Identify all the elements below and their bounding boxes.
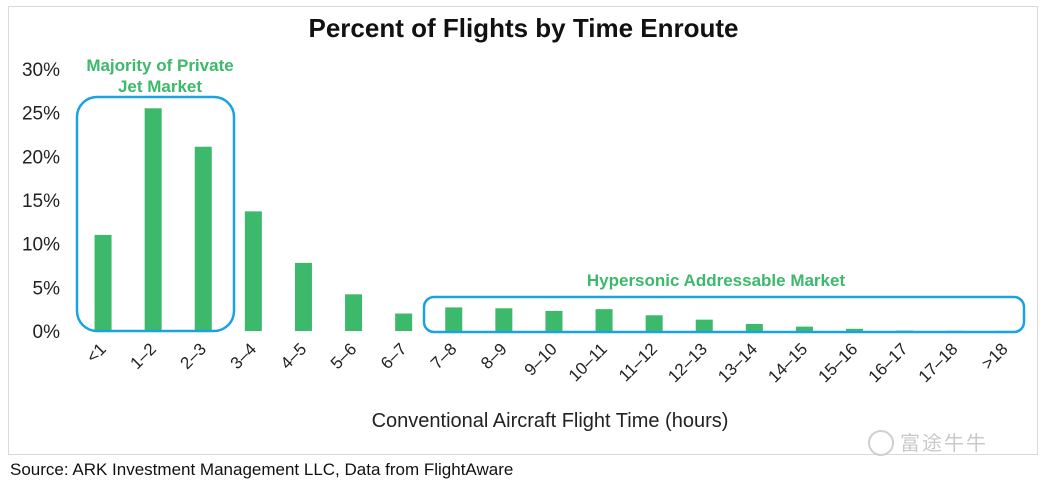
x-tick-label: 8–9 — [477, 339, 510, 372]
private-jet-market-box — [75, 95, 236, 333]
x-tick-label: 12–13 — [664, 339, 711, 386]
y-tick-label: 25% — [22, 104, 60, 125]
y-tick-label: 10% — [22, 235, 60, 256]
x-tick-label: <1 — [83, 339, 110, 366]
x-axis: <1 1–2 2–3 3–4 4–5 5–6 6–7 7–8 8–9 9–10 10–11 11–12… — [83, 339, 1012, 386]
bar — [244, 211, 262, 331]
x-tick-label: 11–12 — [615, 339, 661, 385]
hypersonic-market-box — [422, 295, 1026, 334]
hypersonic-market-label: Hypersonic Addressable Market — [587, 271, 846, 290]
bar — [345, 294, 363, 331]
x-tick-label: 4–5 — [277, 339, 310, 372]
bar — [495, 308, 513, 331]
y-tick-label: 5% — [33, 278, 61, 299]
x-axis-label: Conventional Aircraft Flight Time (hours… — [371, 410, 729, 432]
x-tick-label: 17–18 — [915, 339, 962, 386]
x-tick-label: 10–11 — [565, 339, 611, 385]
y-axis: 0% 5% 10% 15% 20% 25% 30% — [22, 60, 60, 343]
y-tick-label: 0% — [33, 322, 61, 343]
bar — [194, 146, 212, 331]
x-tick-label: >18 — [978, 339, 1012, 373]
watermark-text: 富途牛牛 — [900, 433, 988, 455]
bar — [144, 108, 162, 331]
private-jet-market-label: Majority of Private — [86, 56, 233, 75]
bar — [94, 234, 112, 331]
x-tick-label: 16–17 — [865, 339, 912, 386]
bar — [795, 326, 813, 331]
x-tick-label: 6–7 — [377, 339, 410, 372]
x-tick-label: 15–16 — [815, 339, 862, 386]
bar — [294, 262, 312, 331]
annotations: Majority of Private Jet Market Hypersonic … — [75, 56, 1026, 334]
bar — [545, 310, 563, 331]
x-tick-label: 7–8 — [427, 339, 460, 372]
source-note: Source: ARK Investment Management LLC, D… — [10, 460, 514, 479]
y-tick-label: 20% — [22, 147, 60, 168]
bar — [645, 315, 663, 331]
bars — [94, 108, 1014, 331]
bar — [695, 319, 713, 331]
x-tick-label: 3–4 — [227, 339, 260, 372]
chart-title: Percent of Flights by Time Enroute — [308, 13, 739, 43]
x-tick-label: 5–6 — [327, 339, 360, 372]
private-jet-market-label: Jet Market — [118, 77, 202, 96]
bar — [445, 307, 463, 331]
x-tick-label: 9–10 — [521, 339, 561, 379]
watermark-logo-icon — [868, 429, 894, 456]
watermark: 富途牛牛 — [868, 427, 988, 458]
x-tick-label: 13–14 — [714, 339, 761, 386]
bar — [846, 328, 864, 331]
y-tick-label: 15% — [22, 191, 60, 212]
x-tick-label: 2–3 — [177, 339, 210, 372]
y-tick-label: 30% — [22, 60, 60, 81]
bar — [745, 324, 763, 331]
bar — [395, 313, 413, 331]
bar — [595, 309, 613, 331]
x-tick-label: 14–15 — [764, 339, 811, 386]
x-tick-label: 1–2 — [126, 339, 159, 372]
chart-frame — [8, 6, 1038, 455]
